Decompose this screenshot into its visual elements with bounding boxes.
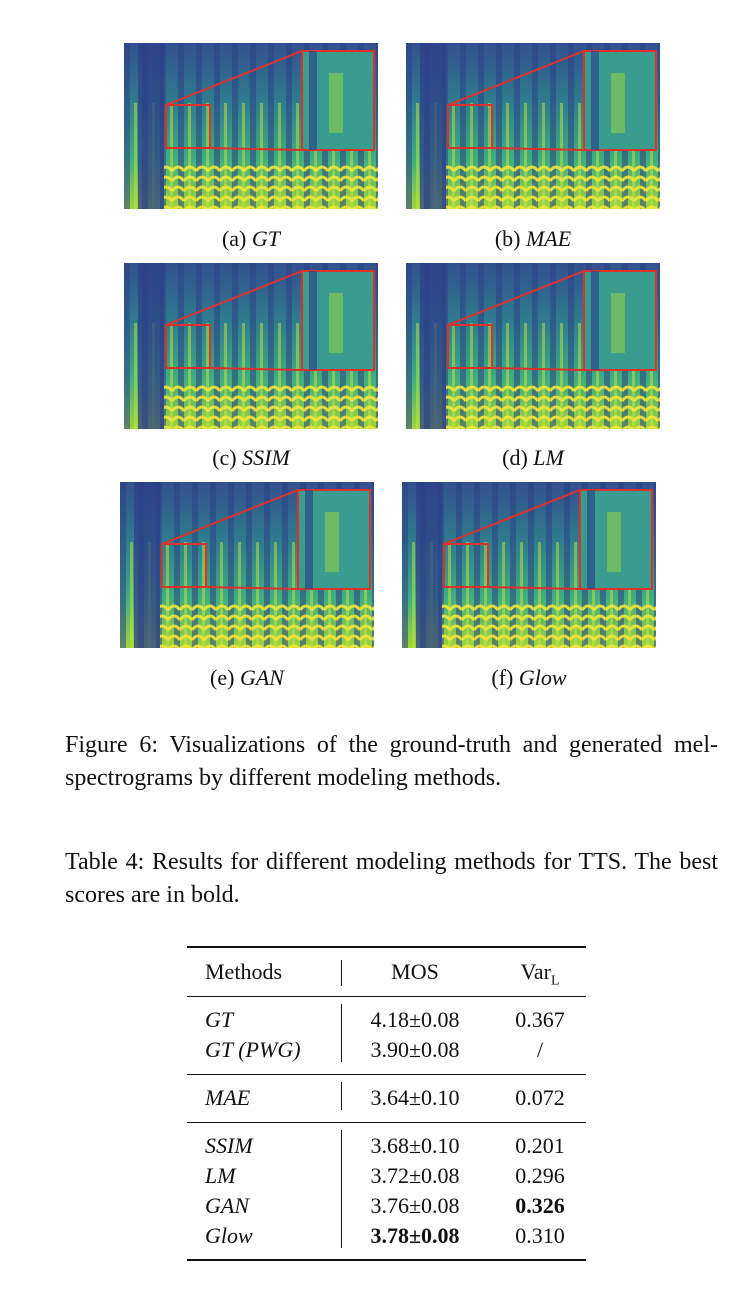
panel-name: SSIM <box>242 445 290 470</box>
column-rule <box>341 1004 342 1062</box>
table-rule <box>187 1122 586 1123</box>
table-cell: Methods <box>205 959 282 984</box>
panel-caption: (a) GT <box>124 226 378 252</box>
table-rule <box>187 1259 586 1261</box>
column-rule <box>341 960 342 986</box>
column-rule <box>341 1130 342 1248</box>
panel-caption: (e) GAN <box>120 665 374 691</box>
panel-caption: (b) MAE <box>406 226 660 252</box>
spectrogram <box>406 263 660 429</box>
header-sub: L <box>550 973 560 989</box>
panel-name: LM <box>533 445 564 470</box>
panel-caption: (f) Glow <box>402 665 656 691</box>
table-cell: MOS <box>391 959 439 984</box>
spectrogram <box>124 263 378 429</box>
spectrogram <box>124 43 378 209</box>
header-base: Var <box>520 959 551 984</box>
table-cell: 3.78±0.08 <box>370 1223 460 1248</box>
panel-label: (e) <box>210 665 235 690</box>
figure-caption: Figure 6: Visualizations of the ground-t… <box>65 732 718 791</box>
panel-label: (c) <box>212 445 237 470</box>
table-rule <box>187 996 586 997</box>
table-cell: 3.76±0.08 <box>370 1193 460 1218</box>
spectrogram <box>406 43 660 209</box>
panel-label: (d) <box>502 445 528 470</box>
panel-label: (b) <box>494 226 521 251</box>
panel-name: GT <box>251 226 281 251</box>
table-cell: 3.90±0.08 <box>370 1037 460 1062</box>
column-rule <box>341 1082 342 1110</box>
table-cell: LM <box>205 1163 236 1188</box>
table-rule <box>187 946 586 948</box>
panel-name: MAE <box>525 226 572 251</box>
table-cell: Glow <box>205 1223 253 1248</box>
table-cell: GT <box>205 1007 234 1032</box>
panel-name: GAN <box>239 665 284 690</box>
table-cell: 3.72±0.08 <box>370 1163 460 1188</box>
panel-caption: (d) LM <box>406 445 660 471</box>
table-cell: 0.367 <box>515 1007 565 1032</box>
table-cell: VarL <box>440 959 640 994</box>
table-caption: Table 4: Results for different modeling … <box>65 849 718 908</box>
table-cell: MAE <box>205 1085 251 1110</box>
table-cell: 3.68±0.10 <box>370 1133 460 1158</box>
table-cell: 0.296 <box>515 1163 565 1188</box>
table-cell: 0.201 <box>515 1133 565 1158</box>
table-cell: 0.072 <box>515 1085 565 1110</box>
panel-caption: (c) SSIM <box>124 445 378 471</box>
panel-label: (a) <box>221 226 247 251</box>
table-cell: 3.64±0.10 <box>370 1085 460 1110</box>
table-rule <box>187 1074 586 1075</box>
spectrogram <box>402 482 656 648</box>
table-cell: GAN <box>205 1193 249 1218</box>
spectrogram <box>120 482 374 648</box>
table-cell: / <box>536 1037 544 1062</box>
panel-label: (f) <box>491 665 514 690</box>
table-cell: 0.310 <box>515 1223 565 1248</box>
table-cell: 0.326 <box>515 1193 565 1218</box>
table-cell: 4.18±0.08 <box>370 1007 460 1032</box>
table-cell: GT (PWG) <box>205 1037 301 1062</box>
panel-name: Glow <box>518 665 567 690</box>
table-cell: SSIM <box>205 1133 253 1158</box>
